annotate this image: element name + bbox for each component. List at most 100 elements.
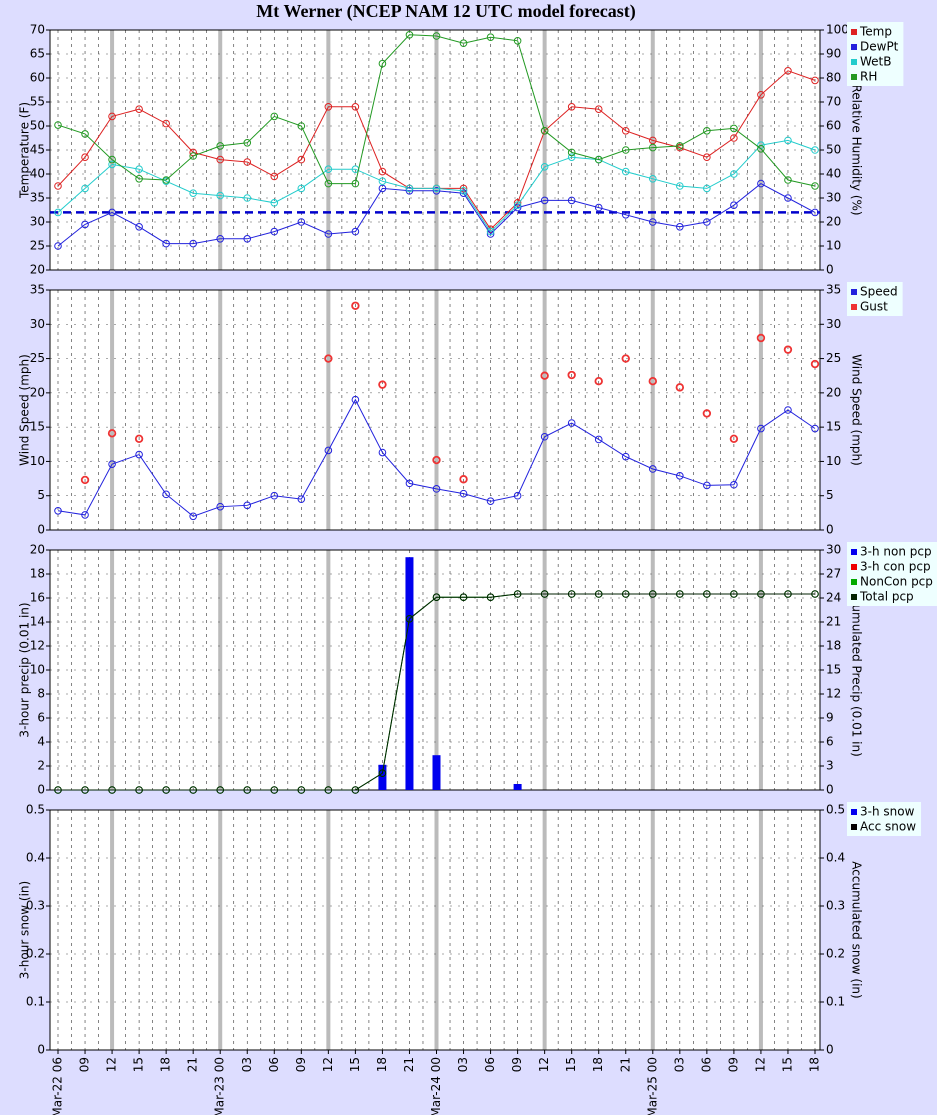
legend-box bbox=[847, 542, 937, 606]
data-point bbox=[324, 179, 333, 188]
data-point bbox=[513, 37, 522, 45]
y2-tick-label: 0 bbox=[826, 1043, 834, 1057]
data-point bbox=[351, 227, 360, 236]
data-point bbox=[243, 139, 252, 147]
data-point bbox=[135, 105, 143, 113]
data-point bbox=[459, 593, 468, 602]
data-point bbox=[405, 184, 414, 193]
data-point bbox=[270, 112, 279, 121]
data-point bbox=[567, 153, 576, 161]
y-tick-label: 16 bbox=[30, 591, 45, 605]
data-point bbox=[162, 490, 170, 499]
y-tick-label: 20 bbox=[30, 385, 45, 399]
data-point bbox=[621, 452, 630, 461]
data-point bbox=[135, 223, 143, 231]
data-point bbox=[486, 33, 495, 42]
y-tick-label: 30 bbox=[30, 317, 45, 331]
y2-tick-label: 50 bbox=[826, 143, 841, 157]
data-point bbox=[648, 218, 657, 226]
legend-label: Speed bbox=[860, 285, 898, 299]
legend-label: 3-h snow bbox=[860, 805, 915, 819]
y-tick-label: 25 bbox=[30, 239, 45, 253]
data-point bbox=[621, 354, 630, 363]
data-point bbox=[54, 786, 62, 794]
data-point bbox=[757, 91, 765, 99]
legend-swatch bbox=[851, 304, 857, 310]
y-tick-label: 18 bbox=[30, 567, 45, 581]
x-tick-label: 09 bbox=[294, 1057, 308, 1072]
data-point bbox=[621, 211, 630, 219]
legend-label: Temp bbox=[859, 25, 892, 39]
y2-tick-label: 15 bbox=[826, 420, 841, 434]
data-point bbox=[486, 593, 495, 602]
y2-tick-label: 0.4 bbox=[826, 851, 845, 865]
data-point bbox=[405, 187, 414, 195]
y2-tick-label: 30 bbox=[826, 317, 841, 331]
y2-tick-label: 60 bbox=[826, 119, 841, 133]
legend-swatch bbox=[851, 44, 857, 50]
data-point bbox=[540, 590, 549, 598]
data-point bbox=[378, 167, 387, 176]
data-point bbox=[432, 32, 441, 40]
legend-swatch bbox=[851, 564, 857, 570]
data-point bbox=[810, 359, 820, 369]
legend-swatch bbox=[851, 579, 857, 585]
data-point bbox=[81, 786, 89, 794]
data-point bbox=[351, 786, 360, 794]
data-point bbox=[216, 142, 225, 150]
data-point bbox=[784, 406, 792, 414]
y-tick-label: 20 bbox=[30, 543, 45, 557]
data-point bbox=[189, 239, 197, 248]
data-point bbox=[540, 163, 549, 171]
data-point bbox=[757, 590, 765, 598]
y-tick-label: 14 bbox=[30, 615, 45, 629]
data-point bbox=[648, 590, 657, 598]
data-point bbox=[108, 112, 116, 121]
data-point bbox=[756, 333, 766, 343]
data-point bbox=[108, 160, 116, 169]
y-tick-label: 30 bbox=[30, 215, 45, 229]
y-tick-label: 8 bbox=[37, 687, 45, 701]
legend-label: NonCon pcp bbox=[860, 575, 933, 589]
data-point bbox=[270, 786, 279, 794]
data-point bbox=[405, 479, 414, 488]
data-point bbox=[135, 175, 143, 183]
data-point bbox=[784, 194, 792, 202]
data-point bbox=[648, 143, 657, 152]
data-point bbox=[594, 435, 603, 444]
data-point bbox=[378, 380, 387, 389]
y-tick-label: 12 bbox=[30, 639, 45, 653]
data-point bbox=[243, 235, 252, 243]
x-tick-label: 18 bbox=[159, 1057, 173, 1072]
x-tick-label: 15 bbox=[132, 1057, 146, 1072]
y2-tick-label: 0.2 bbox=[826, 947, 845, 961]
data-point bbox=[216, 502, 225, 511]
x-tick-label: Mar-23 00 bbox=[213, 1057, 227, 1115]
legend-swatch bbox=[851, 809, 857, 815]
data-point bbox=[513, 590, 522, 598]
data-point bbox=[513, 201, 522, 209]
bar bbox=[513, 784, 522, 790]
data-point bbox=[676, 223, 684, 231]
data-point bbox=[189, 152, 197, 160]
data-point bbox=[162, 119, 170, 128]
x-tick-label: 06 bbox=[483, 1057, 497, 1072]
bar bbox=[432, 755, 441, 790]
y2-tick-label: 25 bbox=[826, 351, 841, 365]
data-point bbox=[135, 165, 143, 173]
y2-tick-label: 35 bbox=[826, 283, 841, 297]
data-point bbox=[784, 176, 792, 184]
data-point bbox=[594, 203, 603, 212]
data-point bbox=[297, 786, 306, 794]
data-point bbox=[594, 377, 603, 386]
y2-tick-label: 6 bbox=[826, 735, 834, 749]
y-tick-label: 10 bbox=[30, 663, 45, 677]
data-point bbox=[757, 424, 765, 433]
data-point bbox=[676, 142, 684, 150]
y-tick-label: 0.1 bbox=[26, 995, 45, 1009]
data-point bbox=[81, 511, 89, 519]
data-point bbox=[648, 465, 657, 473]
data-point bbox=[648, 136, 657, 145]
